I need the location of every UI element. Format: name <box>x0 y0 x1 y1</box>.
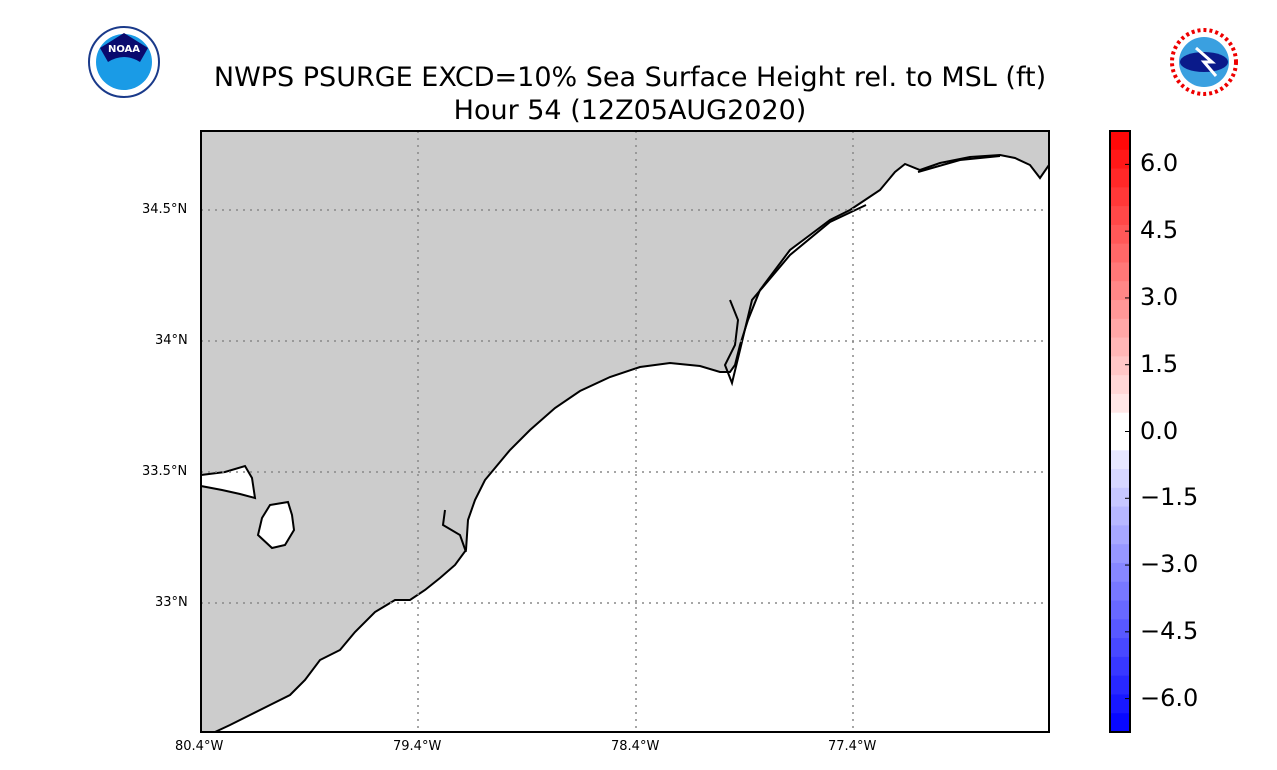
colorbar-band <box>1110 149 1130 170</box>
noaa-logo: NOAA <box>88 26 160 98</box>
map-subtitle: Hour 54 (12Z05AUG2020) <box>453 95 807 126</box>
lake-marion <box>200 464 257 500</box>
colorbar-band <box>1110 224 1130 245</box>
colorbar-band <box>1110 131 1130 151</box>
map-frame <box>200 130 1050 733</box>
colorbar-band <box>1110 713 1130 733</box>
barrier-islands <box>441 155 1001 553</box>
colorbar-tick-label: −4.5 <box>1140 616 1199 645</box>
colorbar-band <box>1110 600 1130 620</box>
lon-label: 77.4°W <box>828 739 877 754</box>
lon-label: 78.4°W <box>611 739 660 754</box>
colorbar <box>1109 130 1131 733</box>
colorbar-band <box>1110 619 1130 639</box>
colorbar-band <box>1110 393 1130 414</box>
colorbar-band <box>1110 168 1130 188</box>
colorbar-band <box>1110 694 1130 714</box>
map-title: NWPS PSURGE EXCD=10% Sea Surface Height … <box>213 62 1047 93</box>
lat-label: 34°N <box>155 333 188 348</box>
colorbar-band <box>1110 431 1130 451</box>
colorbar-band <box>1110 412 1130 432</box>
colorbar-tick-label: −6.0 <box>1140 683 1199 712</box>
colorbar-tick-label: 6.0 <box>1140 149 1179 178</box>
svg-text:NOAA: NOAA <box>108 44 140 55</box>
lon-label: 79.4°W <box>393 739 442 754</box>
colorbar-band <box>1110 581 1130 602</box>
colorbar-band <box>1110 675 1130 695</box>
colorbar-band <box>1110 638 1130 658</box>
colorbar-tick-label: 1.5 <box>1140 349 1179 378</box>
colorbar-tick-label: 4.5 <box>1140 216 1179 245</box>
colorbar-band <box>1110 487 1130 508</box>
colorbar-tick-label: −1.5 <box>1140 483 1199 512</box>
lon-label: 80.4°W <box>175 739 224 754</box>
lake-moultrie <box>256 500 296 550</box>
colorbar-tick-label: 0.0 <box>1140 416 1179 445</box>
lat-label: 33°N <box>155 595 188 610</box>
lat-label: 34.5°N <box>142 202 188 217</box>
colorbar-band <box>1110 544 1130 564</box>
colorbar-band <box>1110 300 1130 320</box>
colorbar-band <box>1110 318 1130 339</box>
colorbar-band <box>1110 506 1130 526</box>
colorbar-band <box>1110 375 1130 395</box>
colorbar-band <box>1110 356 1130 376</box>
colorbar-band <box>1110 281 1130 301</box>
colorbar-band <box>1110 562 1130 583</box>
gridlines <box>201 131 1049 732</box>
colorbar-tick-label: −3.0 <box>1140 550 1199 579</box>
colorbar-band <box>1110 262 1130 282</box>
land <box>200 130 1050 733</box>
colorbar-band <box>1110 206 1130 226</box>
nws-logo <box>1168 26 1240 98</box>
lat-label: 33.5°N <box>142 464 188 479</box>
map-area <box>200 130 1050 733</box>
colorbar-band <box>1110 337 1130 357</box>
colorbar-band <box>1110 243 1130 263</box>
colorbar-band <box>1110 656 1130 677</box>
colorbar-band <box>1110 469 1130 489</box>
colorbar-band <box>1110 187 1130 207</box>
colorbar-tick-label: 3.0 <box>1140 282 1179 311</box>
colorbar-band <box>1110 525 1130 545</box>
colorbar-band <box>1110 450 1130 470</box>
